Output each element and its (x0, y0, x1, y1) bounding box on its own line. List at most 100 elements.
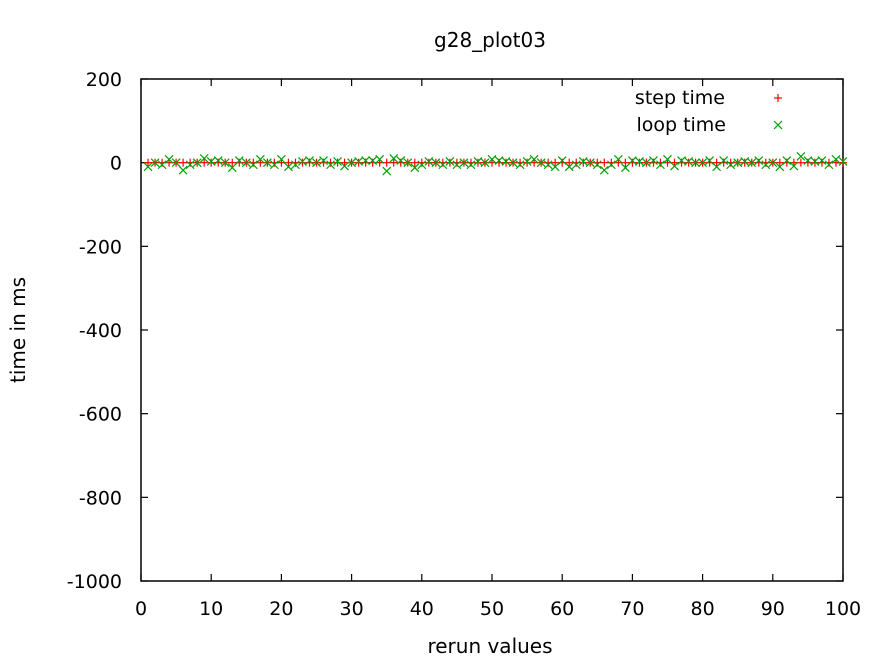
data-point-loop-time-b (684, 156, 693, 166)
data-point-loop-time-b (368, 156, 378, 165)
data-point-loop-time-b (424, 156, 434, 166)
data-point-loop-time (171, 158, 181, 168)
data-point-loop-time (354, 156, 364, 166)
data-point-step-time (473, 158, 482, 167)
data-point-loop-time (255, 154, 265, 164)
data-point-loop-time (768, 158, 778, 168)
data-point-loop-time (634, 156, 644, 166)
data-point-loop-time (515, 160, 525, 170)
data-point-loop-time (417, 160, 427, 170)
data-point-loop-time-b (691, 158, 701, 168)
data-point-loop-time (536, 158, 546, 168)
data-point-loop-time-b (143, 162, 153, 172)
data-point-loop-time (312, 158, 321, 168)
data-point-step-time (298, 158, 307, 167)
data-point-loop-time (649, 156, 658, 165)
data-point-loop-time-b (185, 160, 195, 170)
x-tick-label: 100 (825, 598, 861, 620)
data-point-loop-time-b (262, 158, 272, 168)
data-point-loop-time-b (649, 156, 658, 165)
data-point-loop-time-b (754, 156, 764, 165)
data-point-loop-time-b (248, 160, 258, 170)
data-point-loop-time (782, 156, 792, 165)
data-point-loop-time-b (571, 160, 581, 170)
data-point-loop-time (382, 166, 392, 176)
data-point-loop-time (206, 156, 216, 166)
data-point-loop-time (438, 160, 448, 170)
data-point-loop-time-b (782, 156, 792, 165)
data-point-loop-time-b (740, 156, 750, 166)
y-tick-label: -200 (79, 236, 122, 258)
data-point-loop-time-b (642, 158, 651, 168)
data-point-loop-time (298, 156, 307, 166)
data-point-step-time (740, 158, 749, 167)
data-point-loop-time (501, 156, 511, 166)
data-point-loop-time (838, 156, 848, 166)
data-point-step-time (389, 158, 398, 167)
data-point-loop-time (627, 156, 637, 165)
data-point-loop-time (192, 158, 202, 168)
data-point-loop-time-b (698, 158, 708, 168)
data-point-step-time (333, 158, 342, 167)
data-point-step-time (179, 158, 188, 167)
data-point-loop-time-b (578, 156, 588, 166)
data-point-step-time (565, 158, 574, 167)
data-point-loop-time-b (536, 158, 546, 168)
data-point-step-time (354, 158, 363, 167)
x-tick-label: 0 (135, 598, 147, 620)
data-point-loop-time-b (564, 162, 574, 172)
data-point-loop-time (473, 156, 483, 166)
data-point-loop-time (761, 160, 771, 170)
data-point-step-time (551, 158, 560, 167)
data-point-loop-time (333, 156, 342, 166)
data-point-loop-time-b (473, 156, 483, 166)
data-point-loop-time-b (459, 158, 469, 168)
data-point-loop-time (663, 154, 672, 164)
data-point-loop-time (227, 163, 237, 173)
data-point-loop-time (564, 162, 574, 172)
data-point-loop-time-b (403, 158, 413, 168)
data-point-loop-time (620, 163, 630, 173)
data-point-loop-time-b (276, 154, 286, 164)
data-point-step-time (382, 158, 391, 167)
data-point-step-time (445, 158, 454, 167)
data-point-loop-time-b (620, 163, 630, 173)
plot-area (143, 151, 848, 176)
data-point-loop-time (606, 160, 616, 170)
data-point-loop-time (698, 158, 708, 168)
data-point-loop-time-b (326, 160, 335, 170)
data-point-loop-time-b (255, 154, 265, 164)
data-point-loop-time (143, 162, 153, 172)
y-axis-label: time in ms (6, 277, 30, 383)
data-point-step-time (200, 158, 209, 167)
data-point-loop-time (543, 160, 553, 170)
data-point-step-time (523, 158, 532, 167)
data-point-loop-time (656, 160, 665, 170)
data-point-loop-time (459, 158, 469, 168)
x-tick-label: 60 (550, 598, 574, 620)
data-point-loop-time-b (627, 156, 637, 165)
data-point-loop-time-b (178, 165, 188, 175)
data-point-loop-time (396, 156, 406, 165)
data-point-loop-time (319, 156, 328, 165)
data-point-step-time (228, 158, 237, 167)
x-tick-label: 50 (480, 598, 504, 620)
y-tick-label: 0 (110, 153, 122, 175)
data-point-loop-time-b (817, 156, 827, 165)
data-point-loop-time (164, 154, 174, 164)
data-point-loop-time (431, 158, 441, 168)
data-point-loop-time-b (726, 160, 736, 170)
data-point-loop-time (810, 156, 820, 166)
data-point-loop-time (599, 165, 609, 175)
data-point-step-time (579, 158, 588, 167)
data-point-loop-time-b (452, 160, 462, 170)
data-point-loop-time (466, 160, 476, 170)
data-point-loop-time-b (227, 163, 237, 173)
y-tick-label: -400 (79, 320, 122, 342)
data-point-loop-time (613, 154, 623, 164)
data-point-loop-time-b (768, 158, 778, 168)
data-point-loop-time-b (543, 160, 553, 170)
data-point-loop-time-b (192, 158, 202, 168)
y-tick-label: -1000 (67, 571, 122, 593)
